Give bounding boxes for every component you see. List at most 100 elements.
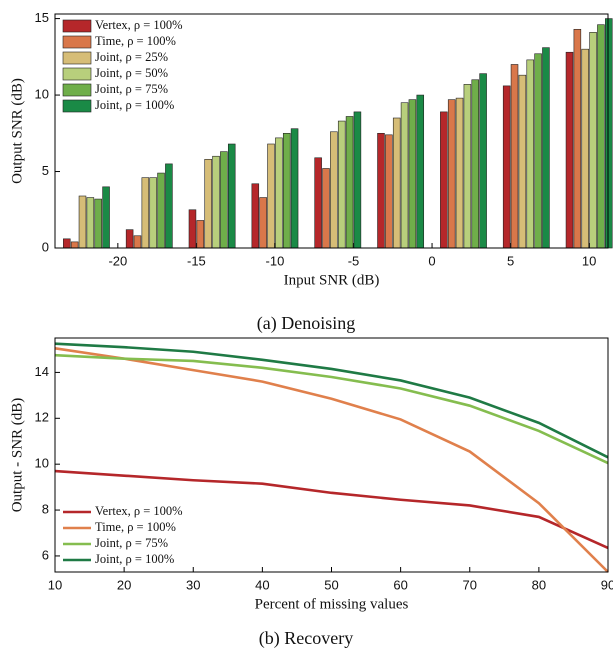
- legend-swatch: [62, 19, 92, 33]
- legend-label: Joint, ρ = 75%: [95, 82, 168, 96]
- legend-label: Time, ρ = 100%: [95, 34, 176, 48]
- bar: [212, 155, 220, 249]
- bar: [78, 195, 87, 249]
- bar: [502, 85, 511, 249]
- bar: [565, 51, 574, 249]
- legend-label: Joint, ρ = 75%: [95, 536, 168, 550]
- bar: [322, 168, 330, 249]
- y-tick-label: 14: [35, 364, 49, 379]
- y-tick-label: 10: [35, 86, 49, 101]
- x-tick-label: 30: [186, 577, 200, 592]
- bar: [267, 143, 275, 249]
- y-tick-label: 12: [35, 410, 49, 425]
- bar: [282, 132, 291, 249]
- bar: [251, 183, 260, 249]
- x-tick-label: -20: [108, 253, 127, 268]
- line: [54, 342, 609, 459]
- y-tick-label: 15: [35, 10, 49, 25]
- x-tick-label: 80: [532, 577, 546, 592]
- bar: [125, 229, 134, 249]
- legend-label: Vertex, ρ = 100%: [95, 504, 183, 518]
- y-tick-label: 10: [35, 456, 49, 471]
- y-axis-label: Output - SNR (dB): [9, 398, 25, 513]
- bar: [353, 111, 362, 249]
- bar: [542, 47, 550, 249]
- bar: [455, 97, 464, 249]
- x-tick-label: 5: [507, 253, 514, 268]
- y-axis-label: Output SNR (dB): [9, 78, 25, 184]
- legend-label: Joint, ρ = 50%: [95, 66, 168, 80]
- x-tick-label: 90: [601, 577, 613, 592]
- bar: [440, 111, 448, 249]
- bar: [526, 59, 534, 249]
- bar: [479, 73, 487, 249]
- legend-label: Time, ρ = 100%: [95, 520, 176, 534]
- bar: [188, 209, 197, 249]
- bar: [605, 18, 613, 249]
- x-tick-label: 20: [117, 577, 131, 592]
- line: [54, 353, 609, 465]
- legend-label: Joint, ρ = 100%: [95, 98, 174, 112]
- bar: [392, 117, 401, 249]
- bar: [400, 102, 409, 249]
- bar: [597, 24, 605, 249]
- bar: [275, 137, 283, 249]
- y-tick-label: 0: [42, 239, 49, 254]
- y-tick-label: 5: [42, 163, 49, 178]
- bar: [471, 79, 480, 249]
- bar: [157, 172, 165, 249]
- x-tick-label: 50: [324, 577, 338, 592]
- plot-frame: [54, 337, 609, 573]
- bar: [133, 235, 142, 249]
- bar: [290, 128, 299, 249]
- bar: [165, 163, 173, 249]
- x-tick-label: 70: [463, 577, 477, 592]
- y-tick-label: 6: [42, 547, 49, 562]
- legend-swatch: [62, 83, 92, 97]
- bar: [573, 28, 582, 249]
- bar: [314, 157, 322, 249]
- bar: [196, 220, 205, 249]
- bar: [385, 134, 393, 249]
- caption: (a) Denoising: [257, 313, 355, 334]
- bar: [63, 238, 71, 249]
- bar: [518, 74, 527, 249]
- bar: [259, 197, 267, 249]
- bar: [408, 99, 417, 249]
- line: [54, 347, 609, 573]
- bar: [102, 186, 110, 249]
- x-tick-label: 60: [393, 577, 407, 592]
- x-tick-label: 10: [48, 577, 62, 592]
- legend-label: Joint, ρ = 25%: [95, 50, 168, 64]
- bar: [581, 48, 589, 249]
- bar: [220, 151, 228, 249]
- bar: [330, 131, 338, 249]
- x-axis-label: Percent of missing values: [255, 596, 409, 612]
- x-tick-label: -5: [348, 253, 360, 268]
- bar: [377, 132, 385, 249]
- x-tick-label: 10: [582, 253, 596, 268]
- x-tick-label: -15: [187, 253, 206, 268]
- bar: [141, 177, 150, 249]
- caption: (b) Recovery: [259, 628, 353, 649]
- legend-swatch: [62, 99, 92, 113]
- bar: [463, 84, 472, 249]
- bar: [70, 241, 79, 249]
- legend-label: Joint, ρ = 100%: [95, 552, 174, 566]
- x-tick-label: 0: [428, 253, 435, 268]
- bar: [416, 94, 425, 249]
- x-tick-label: -10: [266, 253, 285, 268]
- bar: [589, 32, 597, 249]
- bar: [204, 158, 212, 249]
- legend-swatch: [62, 67, 92, 81]
- bar: [227, 143, 236, 249]
- legend-swatch: [62, 51, 92, 65]
- bar: [447, 99, 456, 249]
- bar: [510, 64, 519, 249]
- bar: [149, 177, 157, 249]
- bar: [86, 197, 95, 249]
- plot-frame: [54, 13, 609, 249]
- legend-label: Vertex, ρ = 100%: [95, 18, 183, 32]
- bar: [534, 53, 542, 249]
